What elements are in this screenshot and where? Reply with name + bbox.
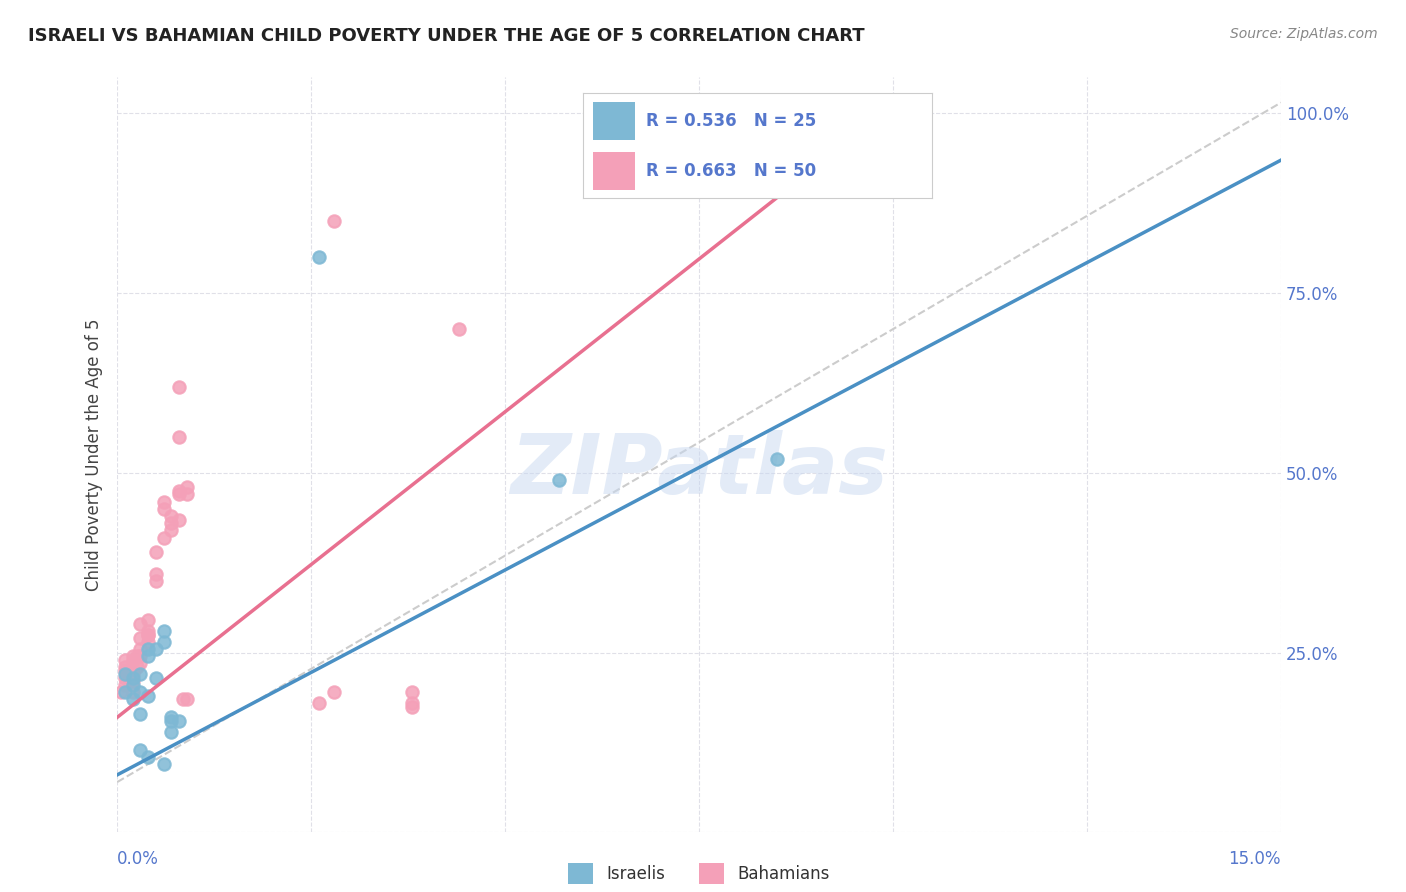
Point xyxy=(160,714,183,728)
Point xyxy=(136,649,159,664)
Point xyxy=(145,545,167,559)
Y-axis label: Child Poverty Under the Age of 5: Child Poverty Under the Age of 5 xyxy=(86,318,103,591)
Point xyxy=(136,624,159,638)
Point xyxy=(160,524,183,538)
Point xyxy=(114,664,136,678)
Point xyxy=(160,516,183,531)
Point xyxy=(121,653,143,667)
Point xyxy=(129,706,152,721)
Point xyxy=(114,653,136,667)
Point xyxy=(176,487,198,501)
Point xyxy=(145,566,167,581)
Point xyxy=(401,685,423,699)
Point xyxy=(401,696,423,710)
Point xyxy=(176,480,198,494)
Point xyxy=(125,660,148,674)
Point xyxy=(167,714,190,728)
Point xyxy=(114,671,136,685)
Point xyxy=(118,671,141,685)
Point xyxy=(121,667,143,681)
Point xyxy=(401,699,423,714)
Text: ISRAELI VS BAHAMIAN CHILD POVERTY UNDER THE AGE OF 5 CORRELATION CHART: ISRAELI VS BAHAMIAN CHILD POVERTY UNDER … xyxy=(28,27,865,45)
Point xyxy=(136,642,159,657)
Point xyxy=(323,214,346,228)
Point xyxy=(167,430,190,444)
Point xyxy=(125,649,148,664)
Point xyxy=(114,667,136,681)
Point xyxy=(145,574,167,588)
Point xyxy=(160,710,183,724)
Point xyxy=(152,494,174,508)
Point xyxy=(136,613,159,627)
Point xyxy=(136,750,159,764)
Point xyxy=(129,632,152,646)
Point xyxy=(129,649,152,664)
Point xyxy=(129,667,152,681)
Point xyxy=(167,487,190,501)
Point xyxy=(121,674,143,689)
Point xyxy=(114,685,136,699)
Text: 15.0%: 15.0% xyxy=(1229,850,1281,868)
Point xyxy=(129,742,152,756)
Point xyxy=(323,685,346,699)
Point xyxy=(167,513,190,527)
Point xyxy=(129,685,152,699)
Point xyxy=(167,483,190,498)
Point xyxy=(118,664,141,678)
Point xyxy=(308,250,330,264)
Point xyxy=(548,473,571,487)
Point xyxy=(167,379,190,393)
Point xyxy=(308,696,330,710)
Text: ZIPatlas: ZIPatlas xyxy=(510,430,889,510)
Point xyxy=(110,685,132,699)
Point xyxy=(136,628,159,642)
Point xyxy=(152,757,174,772)
Point xyxy=(114,678,136,692)
Point xyxy=(145,671,167,685)
Point xyxy=(129,657,152,671)
Point xyxy=(121,649,143,664)
Point xyxy=(172,692,194,706)
Point xyxy=(136,635,159,649)
Point xyxy=(129,642,152,657)
Point xyxy=(121,685,143,699)
Point xyxy=(176,692,198,706)
Point xyxy=(152,531,174,545)
Point xyxy=(447,322,470,336)
Point xyxy=(160,509,183,524)
Point xyxy=(121,692,143,706)
Point xyxy=(145,642,167,657)
Point xyxy=(152,501,174,516)
Point xyxy=(121,678,143,692)
Point xyxy=(136,628,159,642)
Legend: Israelis, Bahamians: Israelis, Bahamians xyxy=(560,855,838,892)
Point xyxy=(765,451,787,466)
Point xyxy=(160,724,183,739)
Text: Source: ZipAtlas.com: Source: ZipAtlas.com xyxy=(1230,27,1378,41)
Point xyxy=(152,624,174,638)
Text: 0.0%: 0.0% xyxy=(117,850,159,868)
Point xyxy=(129,616,152,631)
Point xyxy=(136,689,159,703)
Point xyxy=(121,671,143,685)
Point xyxy=(152,635,174,649)
Point xyxy=(114,660,136,674)
